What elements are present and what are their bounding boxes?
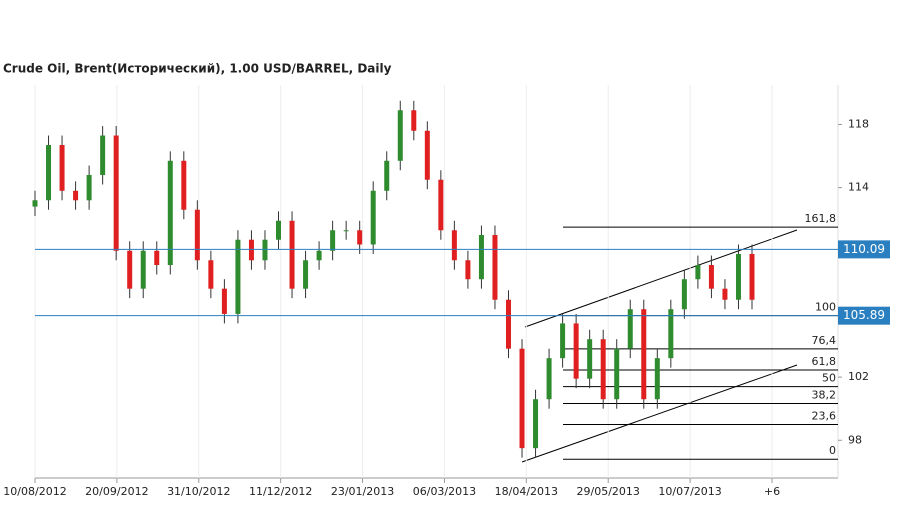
price-label: 105.89 [843,308,885,322]
candle-body [113,135,119,251]
candle-body [370,190,376,245]
candle-body [478,235,484,280]
candle-body [722,288,728,300]
candle-body [735,253,741,300]
x-tick-label: 20/09/2012 [85,485,148,498]
chart-title: Crude Oil, Brent(Исторический), 1.00 USD… [3,62,392,76]
candle-body [641,309,647,400]
x-tick-label: 11/12/2012 [249,485,312,498]
candle-body [438,179,444,231]
price-box [838,240,890,259]
x-tick-label: 06/03/2013 [413,485,476,498]
candle-body [681,279,687,310]
x-tick-label: +6 [764,485,780,498]
fib-label: 0 [829,444,836,457]
candle-body [343,230,349,232]
candle-body [465,260,471,280]
fib-label: 61,8 [812,355,837,368]
candle-body [181,160,187,210]
candle-body [492,235,498,300]
trend-line [521,364,798,463]
candle-body [451,230,457,261]
candle-body [397,110,403,161]
candle-body [505,299,511,349]
candle-body [614,348,620,400]
candle-body [546,358,552,400]
candle-body [519,348,525,449]
candle-body [208,260,214,289]
fib-label: 161,8 [805,212,837,225]
x-tick-label: 10/07/2013 [658,485,721,498]
candle-body [708,265,714,289]
y-tick-label: 118 [848,117,869,130]
price-label: 110.09 [843,242,885,256]
price-box [838,306,890,325]
candle-body [749,253,755,300]
candle-body [235,239,241,314]
candle-body [100,135,106,175]
fib-label: 76,4 [812,334,837,347]
candle-body [560,323,566,359]
candle-body [73,190,79,201]
candle-body [303,260,309,289]
trend-line [524,229,798,328]
candle-body [600,339,606,400]
candle-body [167,160,173,265]
candle-body [357,230,363,245]
candle-body [424,130,430,180]
candle-body [668,309,674,359]
candle-body [330,230,336,251]
x-tick-label: 23/01/2013 [331,485,394,498]
fib-label: 100 [815,301,836,314]
x-tick-label: 18/04/2013 [495,485,558,498]
x-tick-label: 31/10/2012 [167,485,230,498]
candle-body [627,309,633,349]
candle-body [140,250,146,289]
candle-body [59,145,65,191]
y-tick-label: 102 [848,370,869,383]
candle-body [411,110,417,131]
candle-body [573,323,579,379]
candle-body [86,175,92,201]
candle-body [154,250,160,265]
fib-label: 23,6 [812,409,837,422]
candle-body [46,145,52,201]
candle-body [533,399,539,449]
x-tick-label: 29/05/2013 [577,485,640,498]
candle-body [384,160,390,191]
candle-body [194,209,200,261]
candle-body [289,220,295,289]
y-tick-label: 98 [848,433,862,446]
candle-body [32,200,38,207]
candle-body [221,288,227,314]
x-tick-label: 10/08/2012 [3,485,66,498]
candle-body [248,239,254,261]
candle-body [695,265,701,280]
fib-label: 38,2 [812,388,837,401]
candle-body [262,239,268,261]
candle-body [654,358,660,400]
candle-body [316,250,322,261]
y-tick-label: 114 [848,181,869,194]
candle-body [587,339,593,379]
candle-body [127,250,133,289]
fib-label: 50 [822,372,836,385]
candle-body [276,220,282,240]
